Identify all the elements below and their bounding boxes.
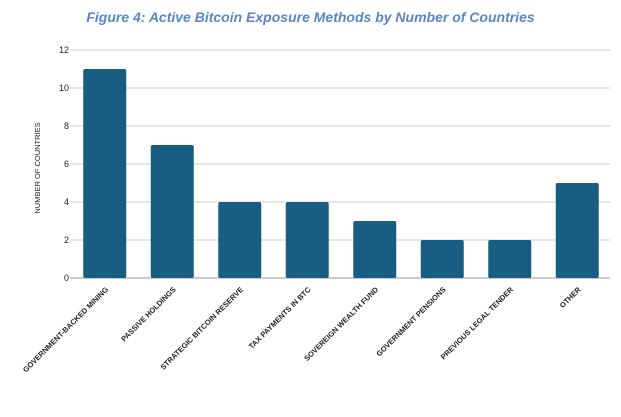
bar <box>285 202 329 278</box>
bar <box>420 240 464 278</box>
y-tick-label: 8 <box>64 121 69 131</box>
x-tick-label: PREVIOUS LEGAL TENDER <box>439 285 516 362</box>
y-tick-label: 12 <box>59 45 69 55</box>
x-tick-labels: GOVERNMENT-BACKED MINING PASSIVE HOLDINGS… <box>21 285 583 375</box>
x-tick-label: GOVERNMENT-BACKED MINING <box>21 285 110 374</box>
y-tick-labels: 0 2 4 6 8 10 12 <box>59 45 69 283</box>
x-tick-label: PASSIVE HOLDINGS <box>119 285 177 343</box>
x-tick-label: OTHER <box>558 285 583 310</box>
chart-title: Figure 4: Active Bitcoin Exposure Method… <box>86 9 535 25</box>
y-tick-label: 10 <box>59 83 69 93</box>
bar <box>83 69 127 278</box>
x-tick-label: GOVERNMENT PENSIONS <box>374 285 447 358</box>
bar <box>353 221 397 278</box>
bars-layer <box>83 69 599 278</box>
x-tick-label: TAX PAYMENTS IN BTC <box>247 285 313 351</box>
bar <box>488 240 532 278</box>
bar <box>150 145 194 278</box>
y-tick-label: 2 <box>64 235 69 245</box>
x-tick-label: SOVEREIGN WEALTH FUND <box>302 285 380 363</box>
bar <box>555 183 599 278</box>
y-tick-label: 4 <box>64 197 69 207</box>
y-axis-label: NUMBER OF COUNTRIES <box>33 122 42 213</box>
y-tick-label: 6 <box>64 159 69 169</box>
bar <box>218 202 262 278</box>
y-tick-label: 0 <box>64 273 69 283</box>
x-tick-label: STRATEGIC BITCOIN RESERVE <box>159 285 246 372</box>
